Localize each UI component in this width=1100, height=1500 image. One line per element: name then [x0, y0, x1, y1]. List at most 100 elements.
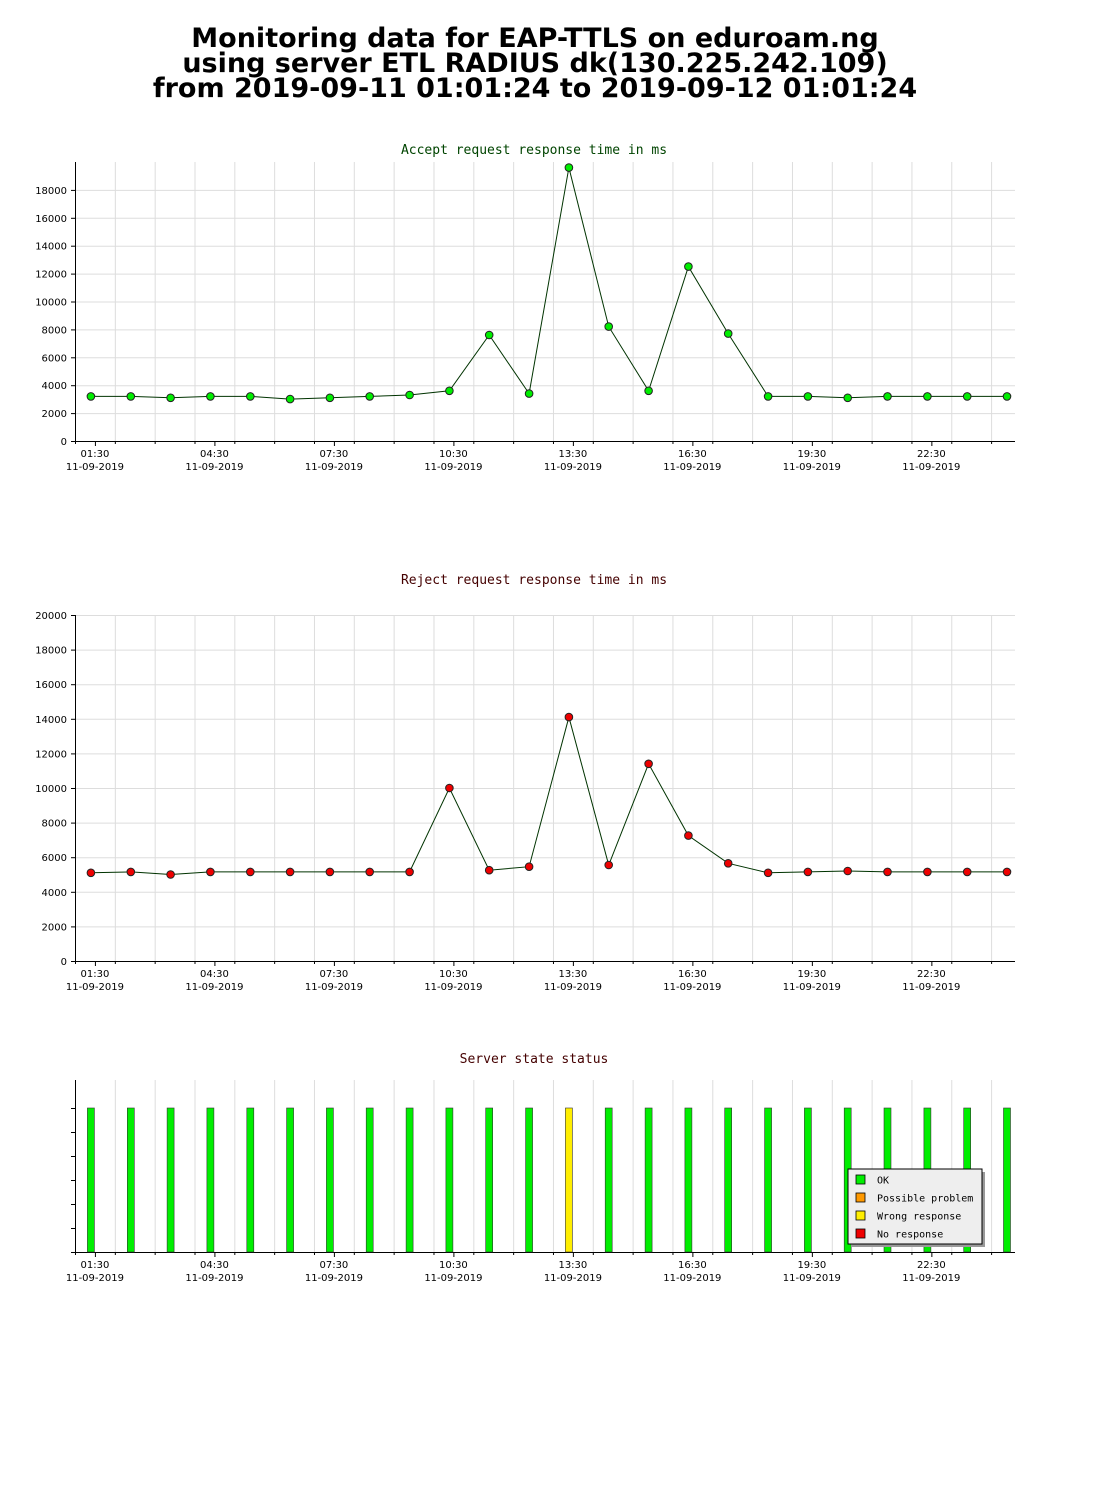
legend-swatch-no-response: [855, 1228, 866, 1239]
status-bar: [445, 1107, 454, 1253]
legend-label-possible-problem: Possible problem: [877, 1194, 973, 1205]
y-tick-label: 0: [61, 437, 67, 448]
x-tick-time: 19:30: [797, 1260, 826, 1271]
legend-label-ok: OK: [877, 1176, 889, 1187]
y-tick-label: 12000: [35, 270, 67, 281]
series-line: [90, 167, 1007, 400]
status-bar: [286, 1107, 294, 1253]
data-point: [1002, 392, 1012, 401]
page-title-line-3: from 2019-09-11 01:01:24 to 2019-09-12 0…: [152, 73, 918, 104]
x-tick-time: 13:30: [558, 969, 587, 980]
data-point: [405, 867, 414, 877]
data-point: [803, 392, 813, 401]
data-point: [206, 867, 215, 877]
status-bar: [127, 1107, 135, 1253]
data-point: [126, 867, 136, 877]
data-point: [923, 392, 932, 401]
data-point: [763, 868, 773, 878]
data-point: [246, 867, 255, 877]
data-point: [883, 392, 892, 401]
x-tick-date: 11-09-2019: [544, 1273, 602, 1284]
x-tick-time: 07:30: [319, 449, 348, 460]
page-title-line-1: Monitoring data for EAP-TTLS on eduroam.…: [191, 23, 879, 54]
data-point: [325, 867, 335, 877]
status-bar: [724, 1107, 733, 1253]
data-point: [405, 390, 414, 400]
x-tick-date: 11-09-2019: [305, 462, 363, 473]
x-tick-time: 04:30: [200, 969, 229, 980]
data-point: [684, 262, 693, 271]
accept-response-chart: Accept request response time in ms 0 2000 4…: [35, 143, 1015, 473]
data-point: [564, 712, 574, 722]
data-point: [126, 392, 136, 401]
x-tick-time: 16:30: [678, 969, 707, 980]
x-tick-date: 11-09-2019: [544, 982, 602, 993]
x-tick-date: 11-09-2019: [185, 1273, 243, 1284]
data-point: [962, 392, 972, 401]
data-point: [843, 393, 853, 403]
x-tick-date: 11-09-2019: [663, 462, 721, 473]
y-tick-label: 20000: [35, 611, 67, 622]
x-tick-date: 11-09-2019: [66, 462, 124, 473]
status-bar: [166, 1107, 175, 1253]
x-tick-date: 11-09-2019: [185, 982, 243, 993]
x-tick-time: 01:30: [81, 449, 110, 460]
data-point: [524, 862, 534, 872]
data-point: [723, 859, 733, 868]
x-tick-time: 10:30: [439, 969, 468, 980]
y-tick-label: 2000: [42, 922, 67, 933]
data-point: [325, 393, 335, 403]
data-point: [962, 867, 972, 877]
chart-title-1: Reject request response time in ms: [401, 573, 667, 588]
x-tick-date: 11-09-2019: [305, 982, 363, 993]
reject-response-chart: Reject request response time in ms 0 2000 4…: [35, 573, 1015, 993]
x-tick-time: 04:30: [200, 1260, 229, 1271]
x-tick-time: 16:30: [678, 449, 707, 460]
y-tick-label: 4000: [42, 381, 67, 392]
x-tick-date: 11-09-2019: [424, 982, 482, 993]
status-bar: [804, 1107, 812, 1253]
data-point: [723, 329, 733, 338]
data-point: [883, 867, 892, 877]
y-tick-label: 10000: [35, 784, 67, 795]
chart-title-0: Accept request response time in ms: [401, 143, 667, 158]
x-tick-time: 19:30: [797, 969, 826, 980]
data-point: [484, 865, 494, 875]
legend-label-no-response: No response: [877, 1230, 943, 1241]
data-point: [644, 386, 653, 396]
y-tick-label: 4000: [42, 888, 67, 899]
x-tick-time: 22:30: [917, 1260, 946, 1271]
data-point: [166, 393, 175, 403]
y-tick-label: 10000: [35, 298, 67, 309]
data-point: [684, 831, 693, 840]
data-point: [604, 860, 614, 870]
status-bar: [565, 1107, 573, 1253]
x-tick-date: 11-09-2019: [305, 1273, 363, 1284]
legend-swatch-ok: [855, 1174, 866, 1185]
x-tick-date: 11-09-2019: [902, 462, 960, 473]
legend-swatch-wrong-response: [855, 1210, 866, 1221]
x-tick-time: 22:30: [917, 969, 946, 980]
data-point: [763, 392, 773, 401]
x-tick-time: 13:30: [558, 1260, 587, 1271]
legend-swatch-possible-problem: [855, 1192, 866, 1203]
x-tick-time: 16:30: [678, 1260, 707, 1271]
y-tick-label: 12000: [35, 749, 67, 760]
y-tick-label: 16000: [35, 680, 67, 691]
x-tick-time: 07:30: [319, 969, 348, 980]
status-bar: [644, 1107, 653, 1253]
data-point: [206, 392, 215, 401]
x-tick-time: 01:30: [81, 1260, 110, 1271]
x-tick-date: 11-09-2019: [902, 982, 960, 993]
y-tick-label: 6000: [42, 353, 67, 364]
x-tick-date: 11-09-2019: [663, 982, 721, 993]
legend-label-wrong-response: Wrong response: [877, 1212, 961, 1223]
data-point: [923, 867, 932, 877]
status-bar: [246, 1107, 255, 1253]
x-tick-date: 11-09-2019: [66, 982, 124, 993]
x-tick-time: 13:30: [558, 449, 587, 460]
y-tick-label: 14000: [35, 715, 67, 726]
x-tick-date: 11-09-2019: [902, 1273, 960, 1284]
page-title: Monitoring data for EAP-TTLS on eduroam.…: [0, 23, 1070, 104]
